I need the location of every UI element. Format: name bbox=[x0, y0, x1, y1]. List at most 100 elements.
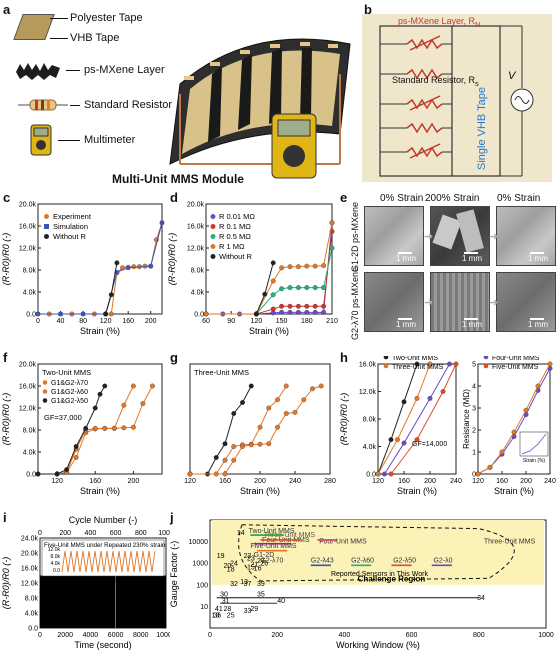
series-label: G2-λ50 bbox=[393, 557, 416, 564]
data-point bbox=[240, 444, 245, 449]
data-point bbox=[401, 399, 407, 405]
data-point bbox=[64, 467, 70, 473]
data-point bbox=[130, 383, 136, 389]
inset-signal bbox=[61, 550, 156, 573]
chart-title: Two-Unit MMS bbox=[42, 368, 91, 377]
data-point bbox=[440, 389, 446, 394]
reference-label: 34 bbox=[477, 595, 485, 602]
x-tick-label: 0 bbox=[36, 318, 40, 325]
legend-marker bbox=[210, 234, 216, 239]
series-line bbox=[390, 363, 457, 475]
gf-annotation: GF=14,000 bbox=[412, 441, 447, 448]
reference-label: 33 bbox=[244, 608, 252, 615]
x-tick-label: 8000 bbox=[133, 632, 149, 639]
data-point bbox=[140, 401, 146, 407]
polyester-tape-swatch bbox=[13, 14, 55, 40]
x-axis-label: Strain (%) bbox=[80, 486, 120, 496]
data-point bbox=[257, 424, 263, 430]
series-line bbox=[384, 363, 450, 475]
data-point bbox=[240, 400, 245, 405]
panel-a-label: a bbox=[3, 2, 11, 17]
data-point bbox=[103, 311, 109, 317]
x-tick-label: 210 bbox=[326, 318, 338, 325]
reference-label: 14 bbox=[237, 530, 245, 537]
data-point bbox=[102, 383, 108, 389]
data-point bbox=[304, 285, 310, 291]
scale-bar bbox=[530, 252, 544, 254]
data-point bbox=[321, 303, 327, 309]
data-point bbox=[447, 361, 452, 367]
y-tick-label: 4 bbox=[472, 384, 476, 391]
y-tick-label: 12.0k bbox=[21, 581, 39, 588]
scale-bar bbox=[398, 252, 412, 254]
y-axis-label: (R-R0)/R0 (-) bbox=[1, 233, 11, 286]
ps-mxene-swatch bbox=[16, 63, 60, 80]
scale-bar bbox=[464, 252, 478, 254]
y-tick-label: 16.0k bbox=[187, 224, 205, 231]
y-tick-label: 1 bbox=[472, 450, 476, 457]
series-label: Three-Unit MMS bbox=[484, 539, 536, 546]
x-axis-label: Strain (%) bbox=[249, 326, 289, 336]
data-point bbox=[262, 291, 268, 297]
y-tick-label: 16.0k bbox=[19, 224, 37, 231]
data-point bbox=[114, 270, 119, 275]
y-tick-label: 0 bbox=[472, 472, 476, 479]
data-point bbox=[160, 220, 164, 225]
legend-marker bbox=[44, 234, 49, 239]
y-tick-label: 2 bbox=[472, 428, 476, 435]
data-point bbox=[375, 471, 381, 477]
gf-annotation: GF=37,000 bbox=[44, 413, 82, 422]
data-point bbox=[83, 425, 89, 431]
data-point bbox=[257, 441, 263, 447]
legend-marker bbox=[483, 356, 489, 360]
data-point bbox=[81, 312, 86, 316]
reference-label: 15 bbox=[247, 565, 255, 572]
data-point bbox=[92, 405, 98, 411]
work-note: Reported Sensors in This Work bbox=[331, 571, 429, 578]
x-axis-label: Strain (%) bbox=[397, 486, 437, 496]
panel-g-label: g bbox=[170, 350, 178, 365]
data-point bbox=[292, 409, 298, 415]
signal-area bbox=[40, 575, 166, 628]
legend-label: G1&G2-λ50 bbox=[51, 398, 88, 405]
legend-label: Without R bbox=[53, 232, 87, 241]
x-tick-label: 160 bbox=[398, 478, 410, 485]
x-tick-label: 90 bbox=[227, 318, 235, 325]
y-tick-label: 0.0 bbox=[194, 312, 204, 319]
y-tick-label: 0.0 bbox=[28, 626, 38, 633]
data-point bbox=[414, 361, 420, 367]
inset-frame bbox=[519, 431, 549, 457]
x-tick-label: 160 bbox=[219, 478, 231, 485]
data-point bbox=[248, 383, 254, 389]
x-tick-label: 120 bbox=[372, 478, 384, 485]
data-point bbox=[304, 263, 310, 269]
sem-image bbox=[430, 272, 490, 332]
x-tick-label: 240 bbox=[450, 478, 462, 485]
reference-label: 27 bbox=[257, 558, 265, 565]
reference-label: 32 bbox=[230, 581, 238, 588]
series-label: G2-λ70 bbox=[260, 557, 283, 564]
data-point bbox=[279, 309, 285, 315]
pointer-line bbox=[58, 140, 80, 141]
top-tick-label: 800 bbox=[135, 530, 147, 537]
data-point bbox=[499, 449, 505, 455]
region-label: Challenge Region bbox=[358, 575, 426, 584]
series-label: G2-λ60 bbox=[351, 557, 374, 564]
data-point bbox=[231, 411, 237, 416]
legend-marker bbox=[210, 244, 216, 249]
scale-bar bbox=[398, 318, 412, 320]
ps-mxene-label: ps-MXene Layer bbox=[84, 64, 165, 76]
reference-label: 18 bbox=[227, 566, 235, 573]
inset-x-tick: 6000 bbox=[60, 578, 72, 584]
reference-label: 19 bbox=[217, 553, 225, 560]
y-tick-label: 12.0k bbox=[359, 389, 377, 396]
reference-label: 13 bbox=[240, 579, 248, 586]
legend-marker bbox=[44, 214, 49, 219]
series-label: G2-λ0 bbox=[433, 557, 452, 564]
scale-label: 1 mm bbox=[396, 320, 416, 329]
inset-line bbox=[521, 433, 547, 455]
data-point bbox=[231, 444, 237, 449]
inset-x-label: Strain (%) bbox=[523, 458, 546, 464]
reference-label: 28 bbox=[223, 606, 231, 613]
y-tick-label: 4.0k bbox=[23, 450, 37, 457]
